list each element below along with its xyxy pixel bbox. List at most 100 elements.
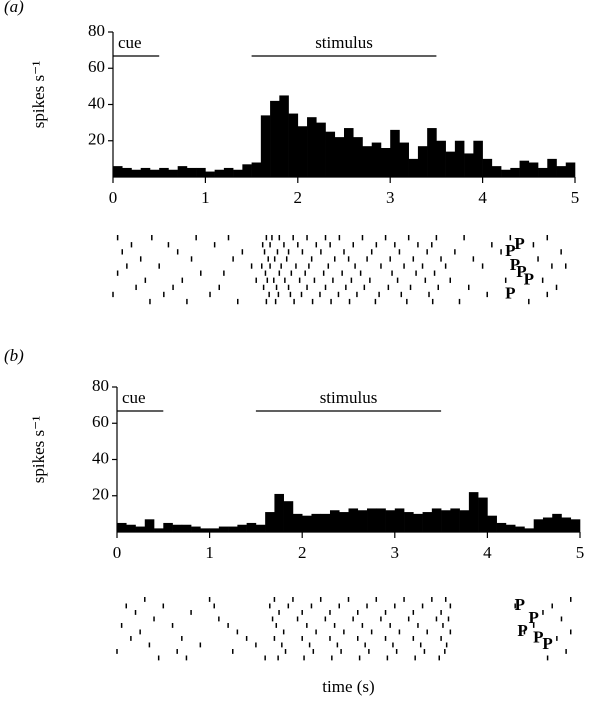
bar	[113, 166, 123, 177]
y-tick-label: 60	[92, 412, 109, 431]
bar	[519, 160, 530, 177]
y-tick-label: 40	[88, 93, 105, 112]
y-axis-label: spikes s⁻¹	[29, 416, 48, 483]
p-marker: P	[515, 595, 525, 614]
bar	[260, 115, 271, 177]
bar	[542, 517, 553, 532]
bar	[390, 129, 400, 177]
bar	[177, 166, 188, 177]
x-tick-label: 1	[201, 188, 210, 207]
y-tick-label: 80	[92, 376, 109, 395]
bar	[524, 528, 534, 532]
bar	[422, 512, 433, 532]
bar	[122, 167, 132, 177]
annotation-label: cue	[118, 33, 142, 52]
bar	[547, 158, 557, 177]
panel-label: (a)	[4, 0, 24, 16]
x-tick-label: 0	[109, 188, 118, 207]
bar	[251, 162, 262, 177]
bar	[344, 128, 354, 177]
bar	[570, 519, 581, 532]
bar	[348, 508, 359, 532]
p-marker: P	[516, 262, 526, 281]
bar	[371, 142, 382, 177]
x-tick-label: 3	[386, 188, 395, 207]
annotation-label: stimulus	[320, 388, 378, 407]
x-tick-label: 4	[478, 188, 487, 207]
bar	[394, 508, 405, 532]
bar	[561, 517, 572, 532]
bar	[404, 512, 414, 532]
p-marker: P	[533, 628, 543, 647]
bar	[233, 169, 243, 177]
bar	[325, 131, 336, 177]
bar	[556, 166, 567, 177]
y-tick-label: 60	[88, 57, 105, 76]
bar	[274, 493, 284, 532]
x-tick-label: 2	[294, 188, 303, 207]
bar	[154, 528, 164, 532]
bar	[427, 128, 437, 177]
p-marker: P	[514, 234, 524, 253]
bar	[334, 137, 345, 177]
bar	[380, 148, 391, 177]
bar	[196, 167, 206, 177]
bar	[209, 528, 220, 532]
bar	[450, 508, 460, 532]
p-marker: P	[524, 269, 534, 288]
bar	[126, 524, 136, 532]
bar	[441, 510, 451, 532]
bar	[399, 142, 409, 177]
bar	[496, 522, 507, 532]
y-tick-label: 80	[88, 21, 105, 40]
bar	[468, 492, 479, 532]
bar	[172, 524, 183, 532]
bar	[316, 122, 326, 177]
bar	[186, 167, 197, 177]
bar	[292, 513, 303, 532]
bar	[159, 167, 169, 177]
bar	[478, 497, 488, 532]
x-tick-label: 1	[205, 543, 214, 562]
bar	[329, 510, 340, 532]
bar	[459, 510, 470, 532]
bar	[501, 169, 511, 177]
x-axis-label: time (s)	[322, 677, 374, 696]
bar	[163, 522, 173, 532]
bar	[218, 526, 229, 532]
p-marker: P	[510, 255, 520, 274]
bar	[191, 526, 201, 532]
x-tick-label: 4	[483, 543, 492, 562]
bar	[376, 508, 386, 532]
y-axis-label: spikes s⁻¹	[29, 61, 48, 128]
bar	[473, 140, 483, 177]
bar	[149, 169, 160, 177]
bar	[408, 158, 419, 177]
bar	[482, 158, 493, 177]
bar	[528, 162, 539, 177]
bar	[431, 508, 442, 532]
bar	[255, 524, 266, 532]
bar	[311, 513, 322, 532]
annotation-label: cue	[122, 388, 146, 407]
p-marker: P	[542, 634, 552, 653]
x-tick-label: 5	[571, 188, 580, 207]
bar	[181, 524, 192, 532]
bar	[200, 528, 210, 532]
bar	[168, 169, 178, 177]
p-marker: P	[505, 241, 515, 260]
bar	[353, 137, 363, 177]
bar	[362, 146, 373, 177]
bar	[144, 519, 155, 532]
x-tick-label: 3	[391, 543, 400, 562]
panel-label: (b)	[4, 346, 24, 365]
bar	[288, 113, 299, 177]
x-tick-label: 5	[576, 543, 585, 562]
p-marker: P	[517, 621, 527, 640]
bar	[538, 167, 548, 177]
bar	[565, 162, 576, 177]
bar	[436, 140, 446, 177]
bar	[223, 167, 234, 177]
